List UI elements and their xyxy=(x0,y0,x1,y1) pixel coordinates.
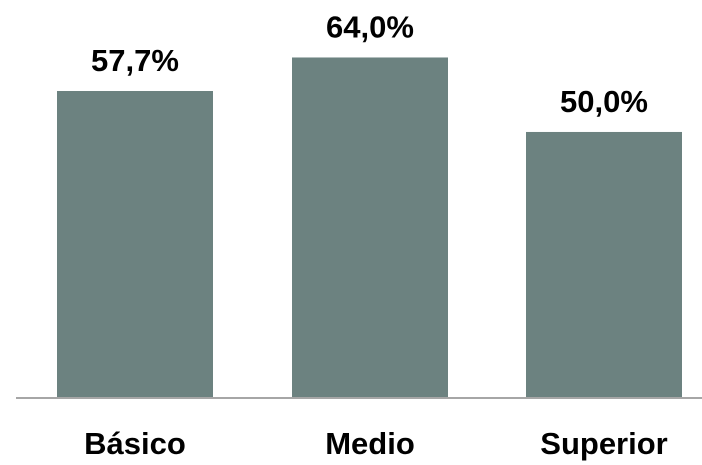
category-label: Básico xyxy=(84,426,186,461)
category-label: Superior xyxy=(540,426,667,461)
data-label: 50,0% xyxy=(560,84,648,119)
data-label: 64,0% xyxy=(326,9,414,44)
bar-basico xyxy=(57,91,213,398)
value-labels-layer: 57,7% 64,0% 50,0% xyxy=(91,9,648,118)
bar-medio xyxy=(292,57,448,398)
category-labels-layer: Básico Medio Superior xyxy=(84,426,668,461)
category-label: Medio xyxy=(325,426,415,461)
bars-layer xyxy=(57,57,682,398)
bar-superior xyxy=(526,131,682,398)
data-label: 57,7% xyxy=(91,43,179,78)
